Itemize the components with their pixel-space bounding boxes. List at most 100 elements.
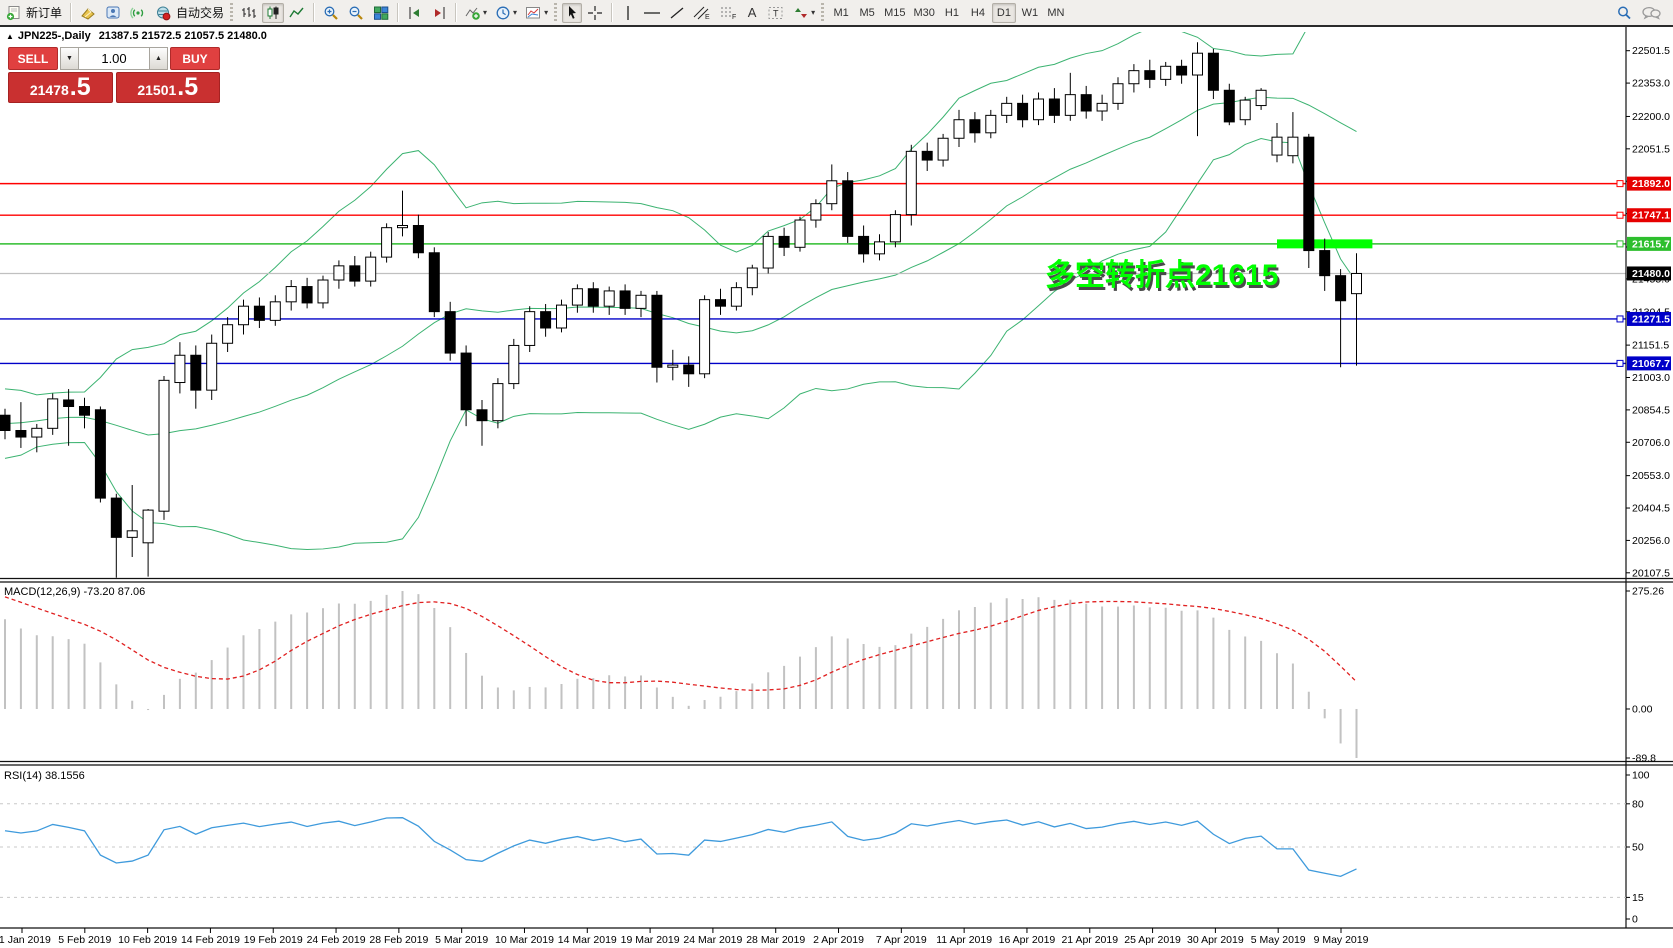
cursor-button[interactable] bbox=[562, 2, 583, 23]
hline-21892.0[interactable] bbox=[0, 180, 1626, 188]
toolbar-grip[interactable] bbox=[554, 3, 558, 22]
candle bbox=[333, 265, 345, 281]
candle bbox=[349, 265, 361, 282]
indicators-button[interactable]: ▾ bbox=[462, 3, 490, 23]
price-badge-21067.7: 21067.7 bbox=[1627, 356, 1671, 371]
candle bbox=[238, 305, 249, 326]
tf-h4-button[interactable]: H4 bbox=[970, 6, 985, 19]
one-click-toggle-icon[interactable]: ▲ bbox=[6, 31, 14, 41]
candle bbox=[1144, 70, 1156, 80]
horizontal-line-button[interactable] bbox=[640, 3, 664, 23]
candle bbox=[1080, 94, 1092, 112]
candle bbox=[1303, 136, 1315, 252]
volume-up-button[interactable]: ▲ bbox=[149, 47, 168, 70]
buy-button[interactable]: BUY bbox=[170, 47, 220, 70]
auto-trading-label: 自动交易 bbox=[176, 6, 225, 20]
tf-m5-button[interactable]: M5 bbox=[859, 6, 875, 19]
vertical-line-button[interactable] bbox=[618, 3, 638, 23]
svg-text:24 Feb 2019: 24 Feb 2019 bbox=[307, 934, 366, 946]
history-button[interactable] bbox=[77, 3, 100, 23]
svg-text:0: 0 bbox=[1632, 914, 1638, 926]
tf-h1-button[interactable]: H1 bbox=[944, 6, 959, 19]
tf-m30-button[interactable]: M30 bbox=[913, 6, 935, 19]
tf-mn-button[interactable]: MN bbox=[1047, 6, 1065, 19]
candle bbox=[47, 398, 59, 429]
hline-21615.7[interactable] bbox=[0, 240, 1626, 248]
candle bbox=[1017, 102, 1029, 121]
search-button[interactable] bbox=[1613, 3, 1636, 23]
candle bbox=[921, 150, 933, 161]
bollinger-band bbox=[4, 96, 1357, 436]
bollinger-band bbox=[4, 138, 1357, 551]
svg-text:275.26: 275.26 bbox=[1632, 586, 1664, 598]
chart-autoscroll-button[interactable] bbox=[428, 3, 450, 23]
volume-down-button[interactable]: ▼ bbox=[60, 47, 79, 70]
tf-d1-button[interactable]: D1 bbox=[991, 2, 1016, 23]
fibonacci-button[interactable]: F bbox=[716, 3, 740, 23]
text-label-button[interactable]: T bbox=[764, 3, 788, 23]
bar-chart-button[interactable] bbox=[238, 3, 260, 23]
candle bbox=[603, 290, 615, 307]
volume-input[interactable] bbox=[79, 47, 149, 70]
buy-price-display[interactable]: 21501 .5 bbox=[115, 72, 220, 103]
candle bbox=[1207, 52, 1219, 91]
periods-button[interactable]: ▾ bbox=[492, 3, 520, 23]
candlestick-chart-button[interactable] bbox=[262, 2, 285, 23]
tile-windows-icon bbox=[374, 6, 389, 20]
new-order-button[interactable]: 新订单 bbox=[3, 3, 65, 23]
svg-text:21892.0: 21892.0 bbox=[1632, 178, 1670, 190]
tile-windows-button[interactable] bbox=[370, 3, 392, 23]
tf-w1-button[interactable]: W1 bbox=[1021, 6, 1039, 19]
candle bbox=[1128, 70, 1140, 85]
candle bbox=[762, 235, 774, 269]
market-watch-button[interactable] bbox=[102, 3, 125, 23]
signal-icon bbox=[130, 7, 144, 18]
signals-button[interactable] bbox=[127, 3, 150, 23]
toolbar-grip[interactable] bbox=[230, 3, 234, 22]
chart-shift-button[interactable] bbox=[404, 3, 426, 23]
svg-text:21003.0: 21003.0 bbox=[1632, 372, 1670, 384]
templates-button[interactable]: ▾ bbox=[522, 3, 551, 23]
candle bbox=[746, 267, 758, 289]
zoom-out-button[interactable] bbox=[345, 3, 368, 23]
candle bbox=[142, 509, 154, 544]
trendline-button[interactable] bbox=[666, 3, 688, 23]
svg-text:5 Feb 2019: 5 Feb 2019 bbox=[58, 934, 111, 946]
svg-text:16 Apr 2019: 16 Apr 2019 bbox=[999, 934, 1056, 946]
sell-button[interactable]: SELL bbox=[8, 47, 58, 70]
candle bbox=[969, 119, 981, 134]
chart-shift-icon bbox=[409, 6, 420, 19]
zoom-in-button[interactable] bbox=[320, 3, 343, 23]
zoom-in-icon bbox=[324, 6, 338, 20]
svg-text:-89.8: -89.8 bbox=[1632, 753, 1656, 765]
tf-m1-button[interactable]: M1 bbox=[833, 6, 849, 19]
equidistant-channel-button[interactable]: E bbox=[690, 3, 714, 23]
chat-button[interactable] bbox=[1638, 3, 1664, 23]
auto-trading-button[interactable]: 自动交易 bbox=[152, 3, 227, 23]
svg-text:5 May 2019: 5 May 2019 bbox=[1251, 934, 1306, 946]
toolbar-grip[interactable] bbox=[821, 3, 825, 22]
symbol-timeframe-label: JPN225-,Daily bbox=[17, 30, 91, 42]
svg-text:24 Mar 2019: 24 Mar 2019 bbox=[683, 934, 742, 946]
annotation-text[interactable]: 多空转折点21615 bbox=[1045, 259, 1278, 292]
candle bbox=[110, 497, 122, 538]
candle bbox=[492, 383, 504, 422]
hline-21067.7[interactable] bbox=[0, 359, 1626, 367]
candle bbox=[1239, 99, 1251, 121]
svg-text:100: 100 bbox=[1632, 770, 1650, 782]
chart-canvas[interactable]: 多空转折点21615多空转折点2161522501.522353.022200.… bbox=[0, 27, 1673, 948]
annotation-text[interactable]: 多空转折点21615 bbox=[1047, 262, 1280, 295]
candle bbox=[1176, 65, 1188, 76]
svg-text:20107.5: 20107.5 bbox=[1632, 567, 1670, 579]
line-chart-button[interactable] bbox=[286, 3, 308, 23]
sell-price-display[interactable]: 21478 .5 bbox=[8, 72, 113, 103]
crosshair-button[interactable] bbox=[584, 3, 606, 23]
arrows-button[interactable]: ▾ bbox=[790, 3, 818, 23]
text-button[interactable]: A bbox=[742, 3, 762, 23]
date-axis: 31 Jan 2019 5 Feb 2019 10 Feb 2019 14 Feb 2… bbox=[0, 928, 1369, 946]
candle bbox=[556, 304, 567, 329]
candle bbox=[826, 180, 838, 205]
tf-m15-button[interactable]: M15 bbox=[884, 6, 906, 19]
candle bbox=[63, 399, 75, 408]
svg-text:20553.0: 20553.0 bbox=[1632, 470, 1670, 482]
